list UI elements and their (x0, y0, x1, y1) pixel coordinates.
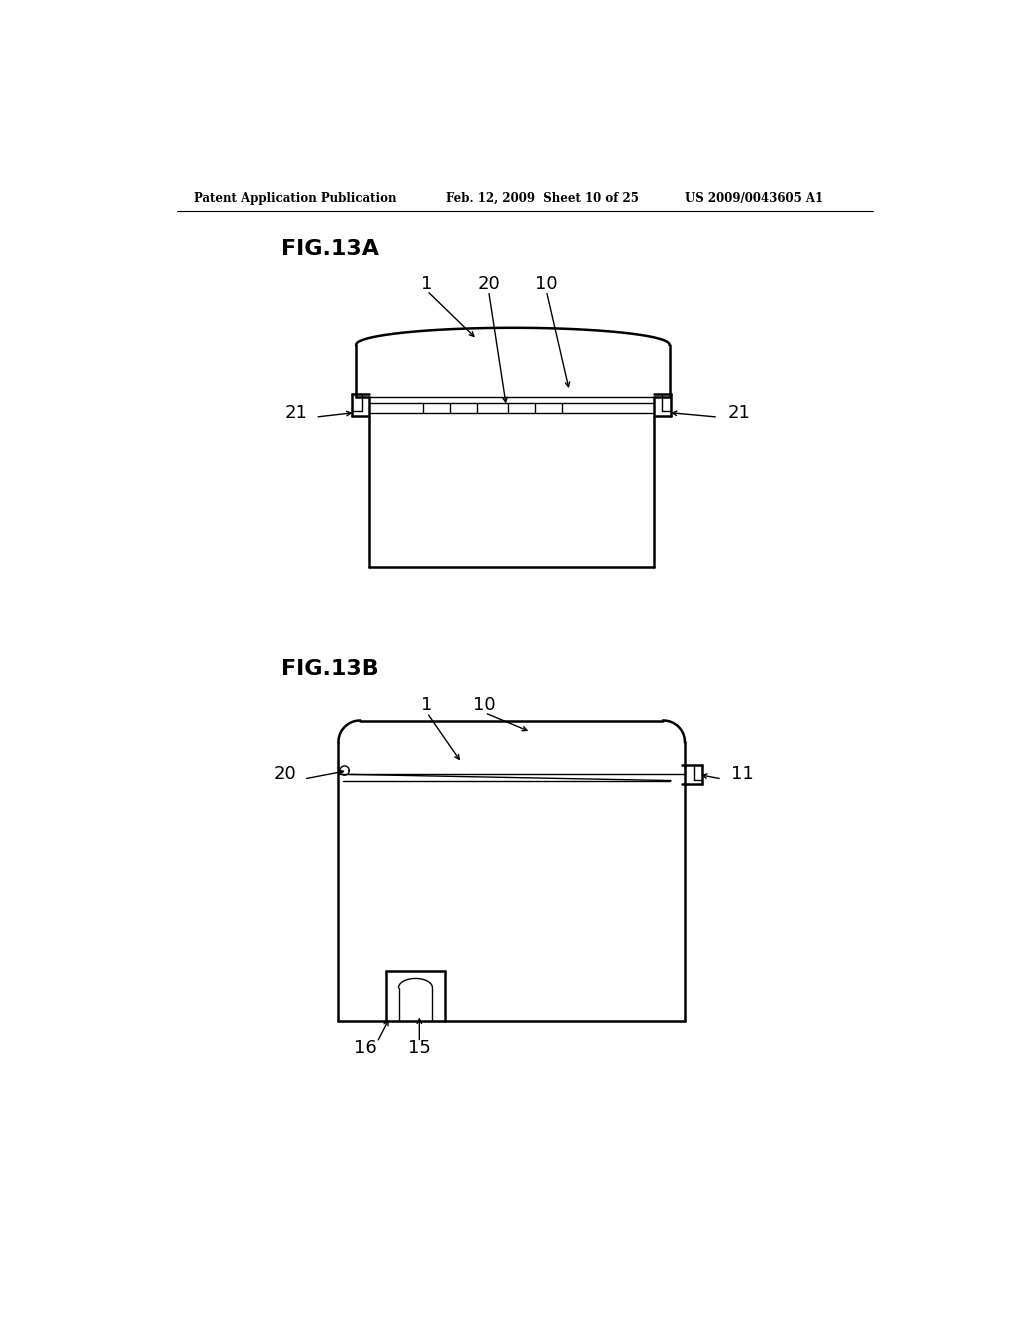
Text: 20: 20 (273, 766, 296, 783)
Text: Feb. 12, 2009  Sheet 10 of 25: Feb. 12, 2009 Sheet 10 of 25 (446, 191, 639, 205)
Text: 1: 1 (421, 275, 433, 293)
Text: Patent Application Publication: Patent Application Publication (194, 191, 396, 205)
Text: 16: 16 (354, 1039, 377, 1057)
Text: FIG.13B: FIG.13B (281, 659, 379, 678)
Text: 11: 11 (731, 766, 754, 783)
Text: 21: 21 (285, 404, 307, 421)
Text: 20: 20 (477, 275, 500, 293)
Text: 1: 1 (421, 696, 433, 714)
Text: US 2009/0043605 A1: US 2009/0043605 A1 (685, 191, 823, 205)
Text: FIG.13A: FIG.13A (281, 239, 379, 259)
Text: 15: 15 (408, 1039, 431, 1057)
Text: 21: 21 (727, 404, 751, 421)
Text: 10: 10 (536, 275, 558, 293)
Text: 10: 10 (473, 696, 496, 714)
